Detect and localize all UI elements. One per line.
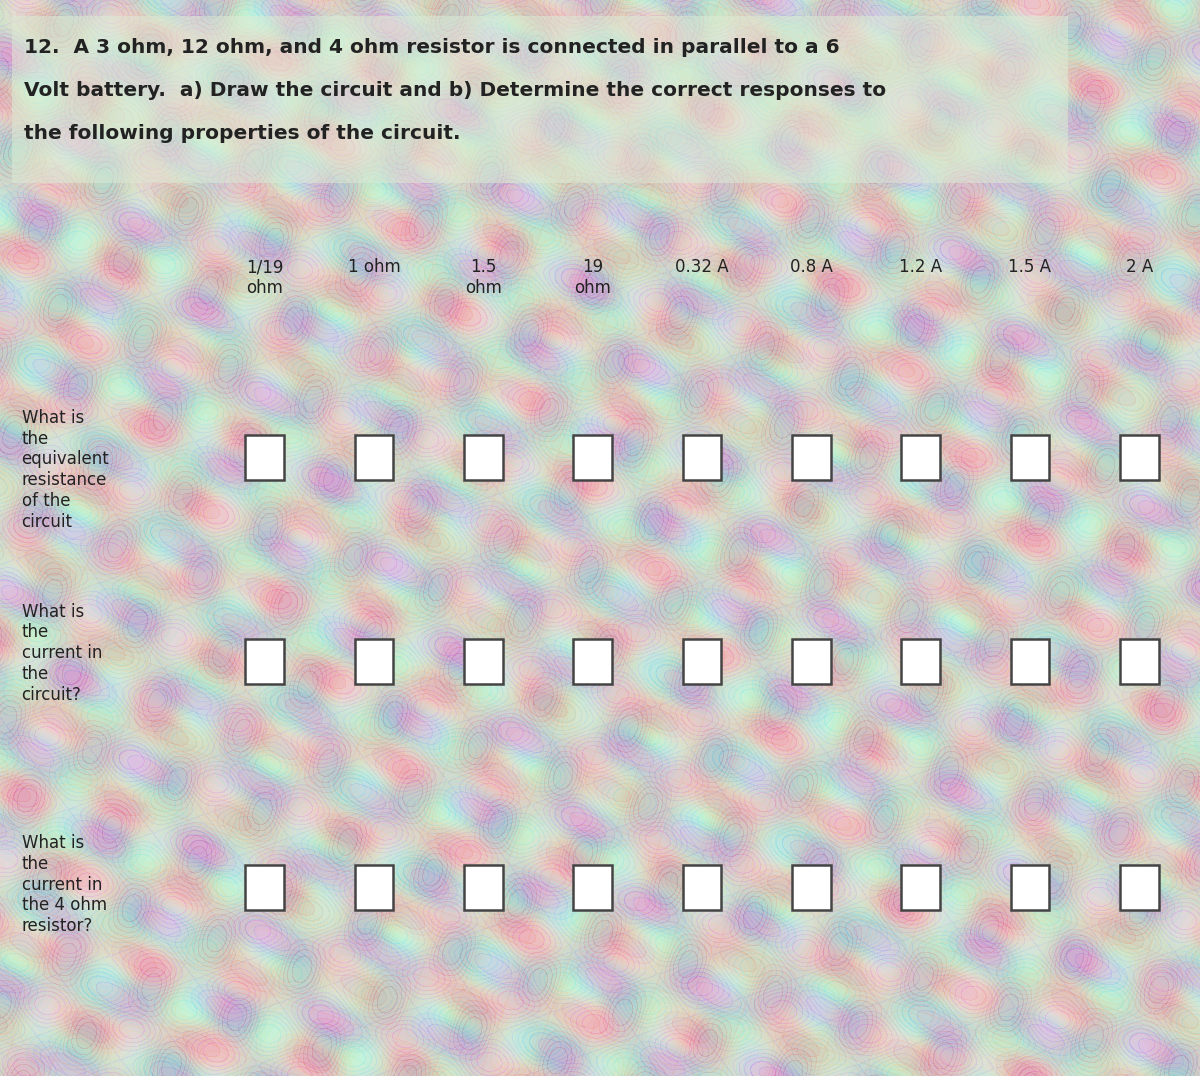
Text: Volt battery.  a) Draw the circuit and b) Determine the correct responses to: Volt battery. a) Draw the circuit and b)… [24,81,886,100]
Bar [246,435,284,480]
Bar [574,435,612,480]
Text: What is
the
current in
the
circuit?: What is the current in the circuit? [22,603,102,704]
Bar [792,435,830,480]
Text: 1.5
ohm: 1.5 ohm [464,258,502,297]
Bar [464,865,503,910]
Text: 1 ohm: 1 ohm [348,258,401,277]
Bar [574,865,612,910]
Bar [574,639,612,684]
Text: the following properties of the circuit.: the following properties of the circuit. [24,124,461,143]
Bar [464,435,503,480]
Bar [246,639,284,684]
Text: 1/19
ohm: 1/19 ohm [246,258,283,297]
Bar [792,865,830,910]
Text: 1.5 A: 1.5 A [1008,258,1051,277]
Text: What is
the
equivalent
resistance
of the
circuit: What is the equivalent resistance of the… [22,409,109,530]
Bar [1120,435,1158,480]
Bar [355,639,394,684]
Bar [355,435,394,480]
Bar [355,865,394,910]
Bar [1120,865,1158,910]
Text: 12.  A 3 ohm, 12 ohm, and 4 ohm resistor is connected in parallel to a 6: 12. A 3 ohm, 12 ohm, and 4 ohm resistor … [24,38,840,57]
Bar [901,639,940,684]
Text: 2 A: 2 A [1126,258,1153,277]
Bar [1010,639,1049,684]
Bar [683,639,721,684]
Text: 0.8 A: 0.8 A [790,258,833,277]
Bar [1010,865,1049,910]
Bar [901,435,940,480]
Text: 0.32 A: 0.32 A [676,258,728,277]
Bar [901,865,940,910]
Bar [1120,639,1158,684]
Text: What is
the
current in
the 4 ohm
resistor?: What is the current in the 4 ohm resisto… [22,834,107,935]
Bar [683,435,721,480]
Bar [792,639,830,684]
Bar [464,639,503,684]
Text: 1.2 A: 1.2 A [899,258,942,277]
Bar [246,865,284,910]
Bar [683,865,721,910]
Bar [1010,435,1049,480]
Text: 19
ohm: 19 ohm [575,258,611,297]
FancyBboxPatch shape [12,16,1068,183]
